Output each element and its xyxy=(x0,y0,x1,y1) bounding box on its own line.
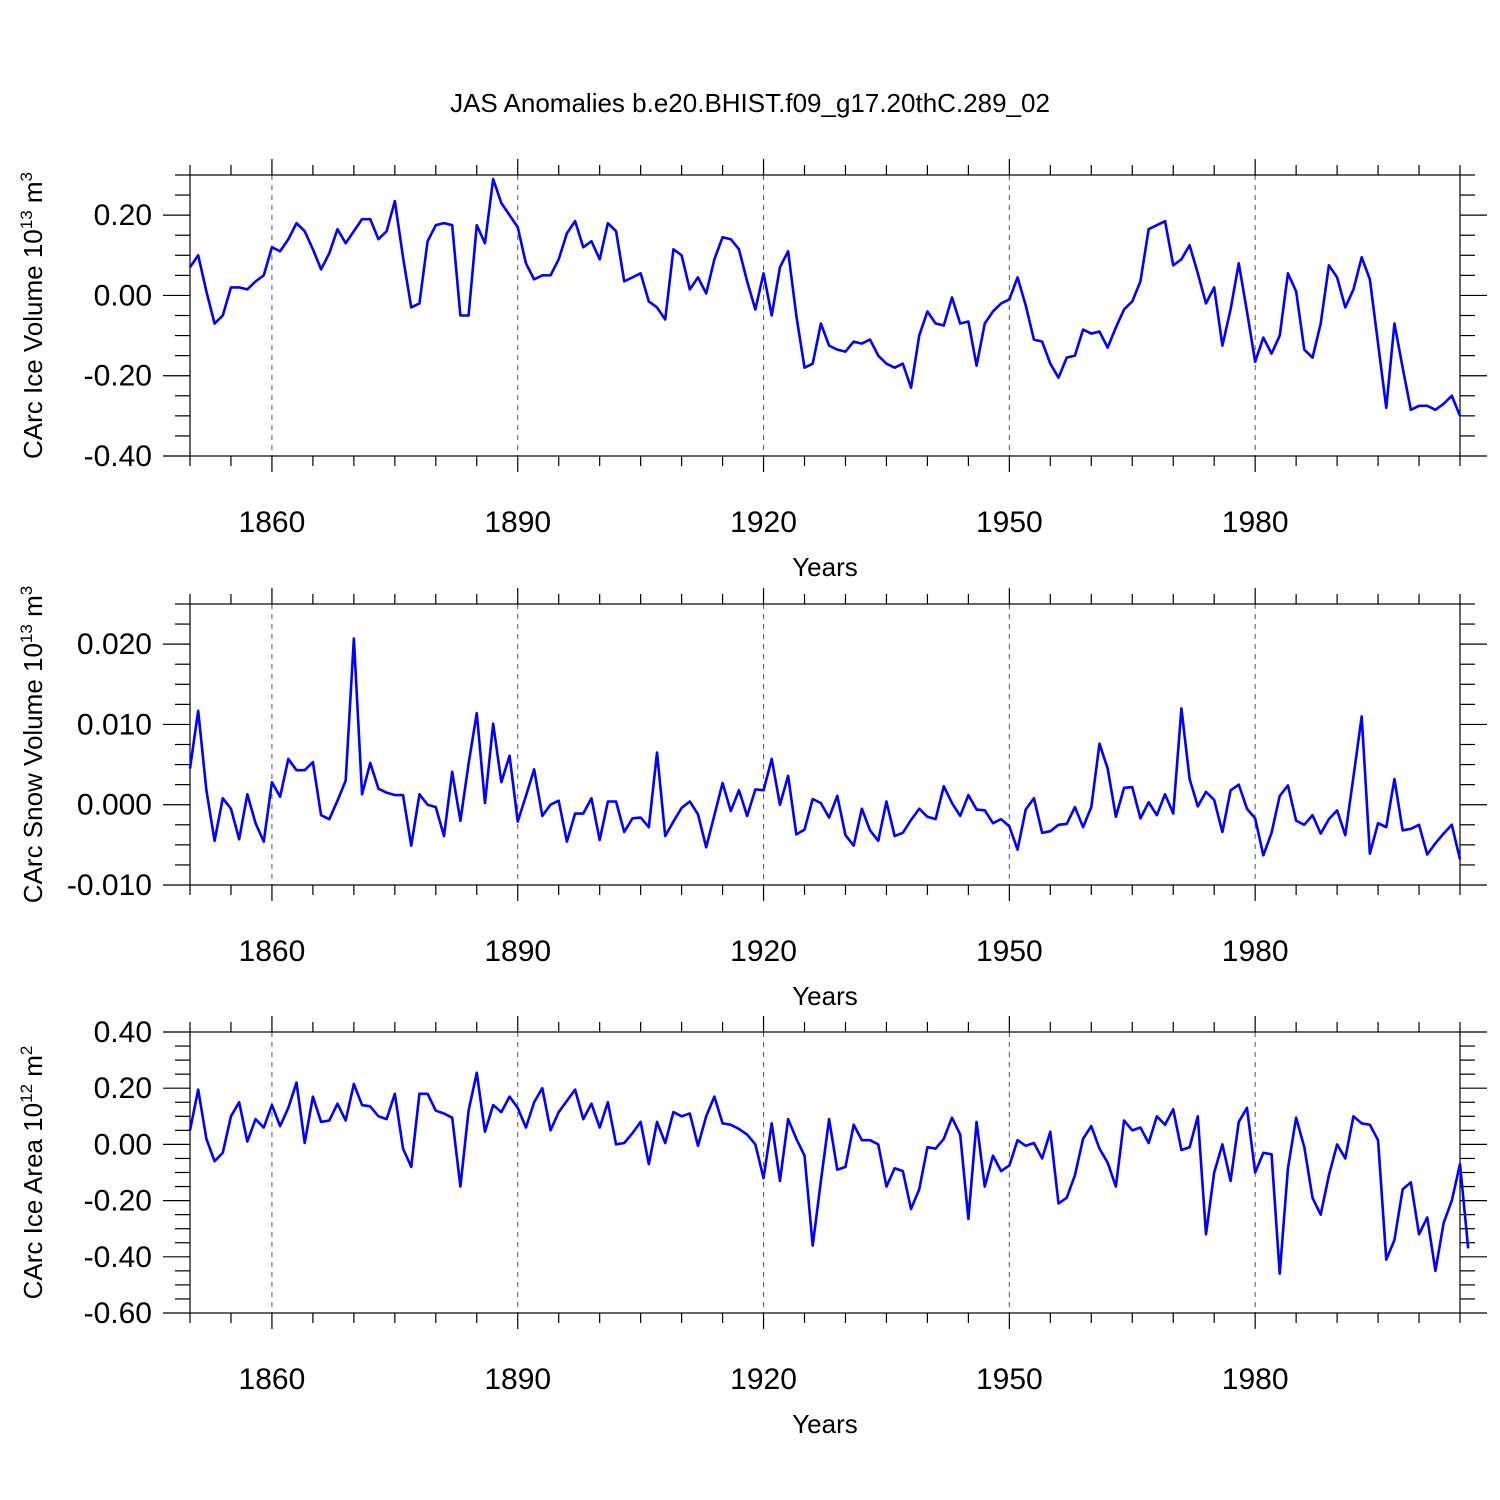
x-tick-label: 1860 xyxy=(239,506,306,539)
x-tick-label: 1890 xyxy=(484,1363,551,1396)
x-tick-label: 1920 xyxy=(730,935,797,968)
y-tick-label: 0.00 xyxy=(94,1128,152,1161)
y-tick-label: -0.40 xyxy=(84,1241,152,1274)
y-axis-label: CArc Ice Volume 1013 m3 xyxy=(17,172,48,459)
panel-3: -0.60 -0.40 -0.20 0.00 0.20 0.40 1860 1890 1920 1… xyxy=(17,1016,1487,1439)
y-tick-label: -0.40 xyxy=(84,440,152,473)
x-tick-label: 1890 xyxy=(484,935,551,968)
x-tick-label: 1860 xyxy=(239,935,306,968)
series-line xyxy=(188,177,1462,417)
series-line xyxy=(188,637,1462,860)
y-tick-label: -0.60 xyxy=(84,1297,152,1330)
panel-1: -0.40 -0.20 0.00 0.20 1860 1890 1920 1950 1980 Ye… xyxy=(17,159,1487,582)
panel-2: -0.010 0.000 0.010 0.020 1860 1890 1920 1950 198… xyxy=(17,586,1487,1011)
series-line xyxy=(188,1071,1470,1275)
y-axis-label: CArc Ice Area 1012 m2 xyxy=(17,1046,48,1300)
y-tick-label: 0.20 xyxy=(94,1072,152,1105)
y-axis-label: CArc Snow Volume 1013 m3 xyxy=(17,586,48,903)
x-axis-label: Years xyxy=(792,552,858,582)
x-tick-label: 1950 xyxy=(976,935,1043,968)
x-tick-label: 1950 xyxy=(976,1363,1043,1396)
plot-frame xyxy=(189,1031,1461,1314)
x-tick-label: 1980 xyxy=(1222,506,1289,539)
y-tick-label: 0.40 xyxy=(94,1016,152,1049)
x-tick-label: 1920 xyxy=(730,1363,797,1396)
x-tick-label: 1980 xyxy=(1222,935,1289,968)
plot-frame xyxy=(189,603,1461,886)
x-tick-label: 1950 xyxy=(976,506,1043,539)
x-tick-label: 1860 xyxy=(239,1363,306,1396)
y-tick-label: 0.000 xyxy=(77,789,152,822)
chart-title: JAS Anomalies b.e20.BHIST.f09_g17.20thC.… xyxy=(450,88,1050,118)
y-tick-label: 0.00 xyxy=(94,279,152,312)
y-tick-label: -0.20 xyxy=(84,1185,152,1218)
y-tick-label: -0.010 xyxy=(67,869,152,902)
x-axis-label: Years xyxy=(792,1409,858,1439)
y-tick-label: 0.020 xyxy=(77,628,152,661)
y-tick-label: 0.20 xyxy=(94,199,152,232)
plot-frame xyxy=(189,174,1461,457)
y-tick-label: 0.010 xyxy=(77,708,152,741)
x-tick-label: 1920 xyxy=(730,506,797,539)
y-tick-label: -0.20 xyxy=(84,360,152,393)
x-tick-label: 1890 xyxy=(484,506,551,539)
x-tick-label: 1980 xyxy=(1222,1363,1289,1396)
x-axis-label: Years xyxy=(792,981,858,1011)
